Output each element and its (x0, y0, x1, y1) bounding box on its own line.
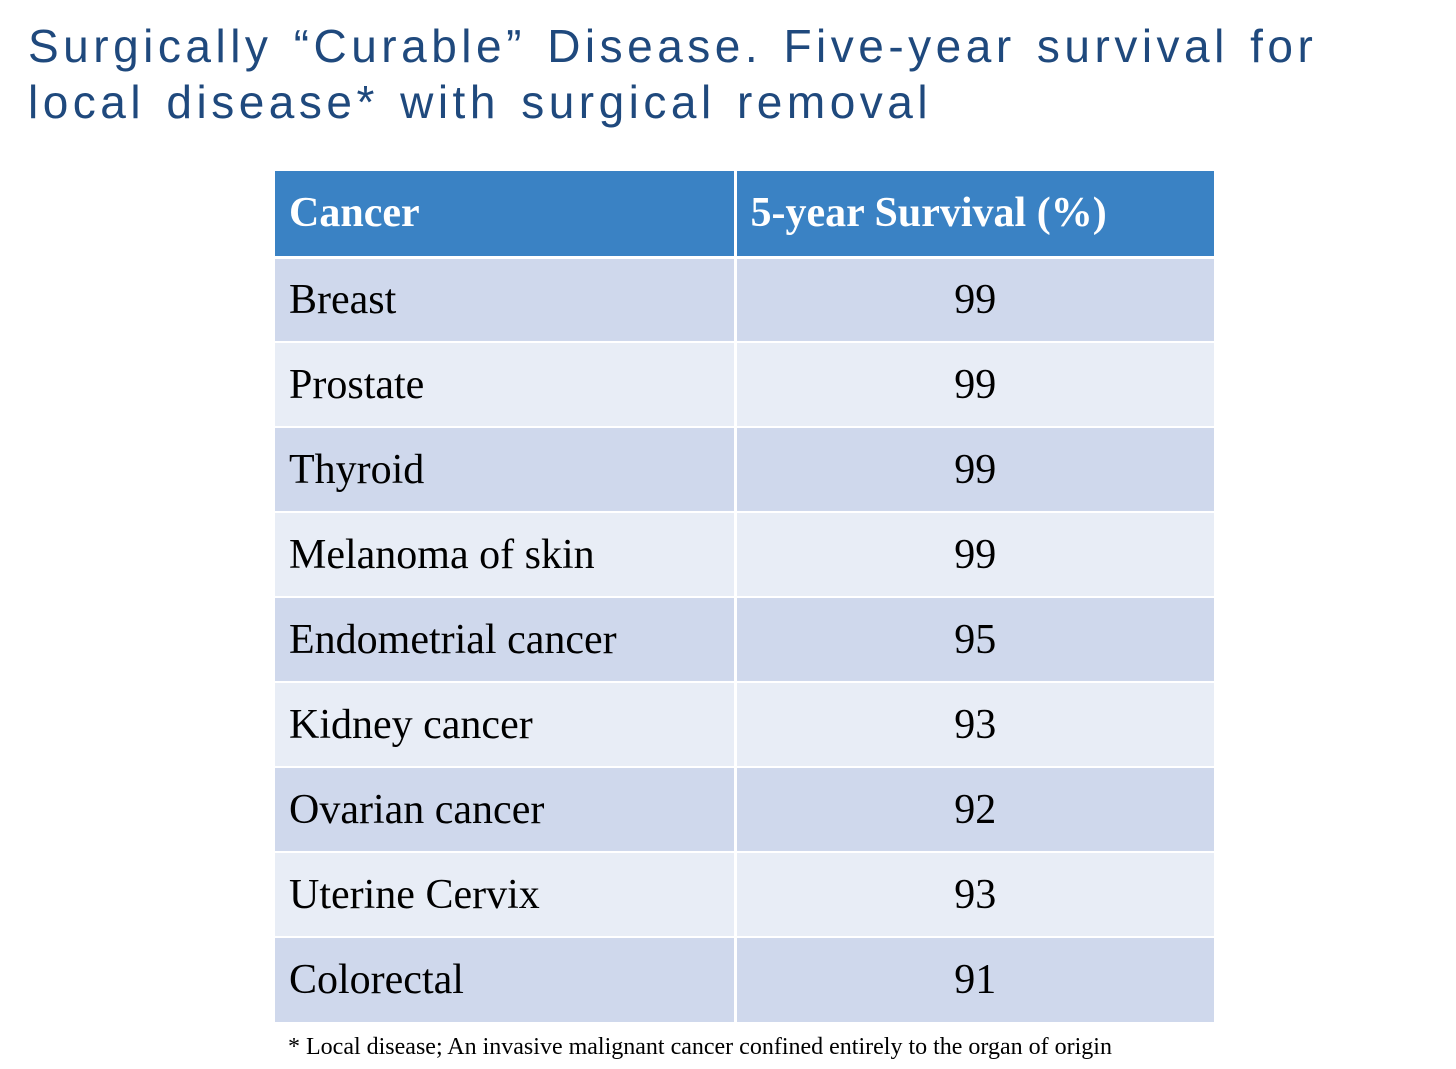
survival-cell: 93 (733, 681, 1214, 767)
table-row: Thyroid 99 (275, 426, 1214, 512)
table-row: Uterine Cervix 93 (275, 851, 1214, 937)
survival-table: Cancer 5-year Survival (%) Breast 99 Pro… (275, 171, 1214, 1022)
table-row: Prostate 99 (275, 341, 1214, 427)
survival-cell: 91 (733, 936, 1214, 1022)
cancer-cell: Kidney cancer (275, 681, 735, 767)
survival-cell: 99 (733, 341, 1214, 427)
slide-title-line-1: Surgically “Curable” Disease. Five-year … (28, 20, 1318, 72)
cancer-cell: Prostate (275, 341, 735, 427)
cancer-cell: Endometrial cancer (275, 596, 735, 682)
survival-cell: 99 (733, 256, 1214, 342)
table-row: Kidney cancer 93 (275, 681, 1214, 767)
cancer-cell: Melanoma of skin (275, 511, 735, 597)
survival-cell: 92 (733, 766, 1214, 852)
cancer-cell: Breast (275, 256, 735, 342)
survival-cell: 95 (733, 596, 1214, 682)
survival-cell: 99 (733, 511, 1214, 597)
survival-cell: 93 (733, 851, 1214, 937)
cancer-cell: Uterine Cervix (275, 851, 735, 937)
table-row: Endometrial cancer 95 (275, 596, 1214, 682)
table-row: Melanoma of skin 99 (275, 511, 1214, 597)
table-row: Breast 99 (275, 256, 1214, 342)
column-header-survival: 5-year Survival (%) (733, 171, 1214, 259)
slide-title-line-2: local disease* with surgical removal (28, 76, 933, 128)
table-row: Colorectal 91 (275, 936, 1214, 1022)
survival-cell: 99 (733, 426, 1214, 512)
cancer-cell: Colorectal (275, 936, 735, 1022)
footnote: * Local disease; An invasive malignant c… (288, 1034, 1112, 1060)
cancer-cell: Ovarian cancer (275, 766, 735, 852)
cancer-cell: Thyroid (275, 426, 735, 512)
table-row: Ovarian cancer 92 (275, 766, 1214, 852)
column-header-cancer: Cancer (275, 171, 735, 259)
slide-title: Surgically “Curable” Disease. Five-year … (28, 18, 1448, 130)
table-header-row: Cancer 5-year Survival (%) (275, 171, 1214, 259)
